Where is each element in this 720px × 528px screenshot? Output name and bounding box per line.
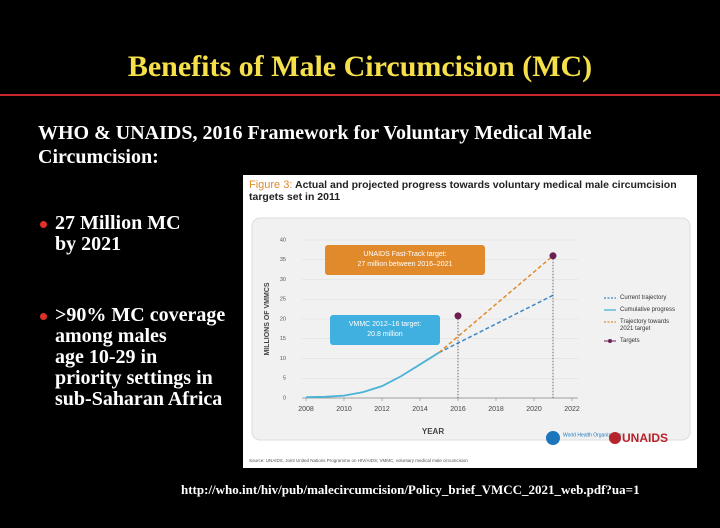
x-tick-label: 2018 xyxy=(488,406,504,413)
bullet-line: 27 Million MC xyxy=(55,212,181,234)
figure-label: Figure 3: xyxy=(249,179,292,191)
annotation-text: 27 million between 2016–2021 xyxy=(358,261,453,268)
annotation-text: VMMC 2012–16 target: xyxy=(349,321,421,328)
y-tick-label: 35 xyxy=(280,257,286,263)
slide-title: Benefits of Male Circumcision (MC) xyxy=(127,50,593,83)
y-tick-label: 30 xyxy=(280,277,286,283)
x-tick-label: 2020 xyxy=(526,406,542,413)
y-tick-label: 25 xyxy=(280,297,286,303)
x-tick-label: 2012 xyxy=(374,406,390,413)
x-tick-label: 2022 xyxy=(564,406,580,413)
y-tick-label: 40 xyxy=(280,237,286,243)
title-rule xyxy=(0,94,720,96)
bullet-line: sub-Saharan Africa xyxy=(55,388,223,410)
who-logo xyxy=(546,431,560,445)
legend-label: Cumulative progress xyxy=(620,306,676,313)
chart-title: Actual and projected progress towards vo… xyxy=(295,179,677,191)
bullet-line: >90% MC coverage xyxy=(55,304,226,326)
series-line xyxy=(438,255,554,354)
y-axis-title: MILLIONS OF VMMCS xyxy=(264,282,271,355)
figure: Figure 3: YEAR MILLIONS OF VMMCS World H… xyxy=(243,175,697,468)
legend-label: Trajectory towards 2021 target xyxy=(620,318,670,332)
x-tick-label: 2010 xyxy=(336,406,352,413)
y-tick-label: 20 xyxy=(280,316,286,322)
subtitle-line: WHO & UNAIDS, 2016 Framework for Volunta… xyxy=(38,122,592,144)
x-axis-title: YEAR xyxy=(422,427,444,436)
bullet-dot xyxy=(40,313,47,320)
x-tick-label: 2014 xyxy=(412,406,428,413)
bullet-line: age 10-29 in xyxy=(55,346,158,368)
subtitle-line: Circumcision: xyxy=(38,146,159,168)
y-tick-label: 15 xyxy=(280,336,286,342)
unaids-logo xyxy=(609,432,621,444)
y-tick-label: 10 xyxy=(280,356,286,362)
unaids-text: UNAIDS xyxy=(622,431,668,445)
bullet-dot xyxy=(40,221,47,228)
chart-title: targets set in 2011 xyxy=(249,191,340,203)
bullet-line: by 2021 xyxy=(55,233,122,255)
y-tick-label: 5 xyxy=(283,376,286,382)
x-tick-label: 2008 xyxy=(298,406,314,413)
chart: Figure 3: YEAR MILLIONS OF VMMCS World H… xyxy=(243,175,697,468)
series-line xyxy=(305,351,440,399)
bullet-line: priority settings in xyxy=(55,367,213,389)
url: http://who.int/hiv/pub/malecircumcision/… xyxy=(181,482,640,497)
annotation-box xyxy=(330,315,440,345)
source: Source: UNAIDS, Joint United Nations Pro… xyxy=(249,458,468,463)
legend-label: Targets xyxy=(620,337,640,344)
legend-swatch xyxy=(608,339,612,343)
annotation-box xyxy=(325,245,485,275)
annotation-text: 20.8 million xyxy=(367,331,403,338)
x-tick-label: 2016 xyxy=(450,406,466,413)
who-text: World Health Organization xyxy=(563,432,622,438)
legend-label: Current trajectory xyxy=(620,294,667,301)
annotation-text: UNAIDS Fast-Track target: xyxy=(363,251,446,258)
bullet-line: among males xyxy=(55,325,167,347)
target-point xyxy=(549,252,557,260)
y-tick-label: 0 xyxy=(283,395,286,401)
target-point xyxy=(454,312,462,320)
